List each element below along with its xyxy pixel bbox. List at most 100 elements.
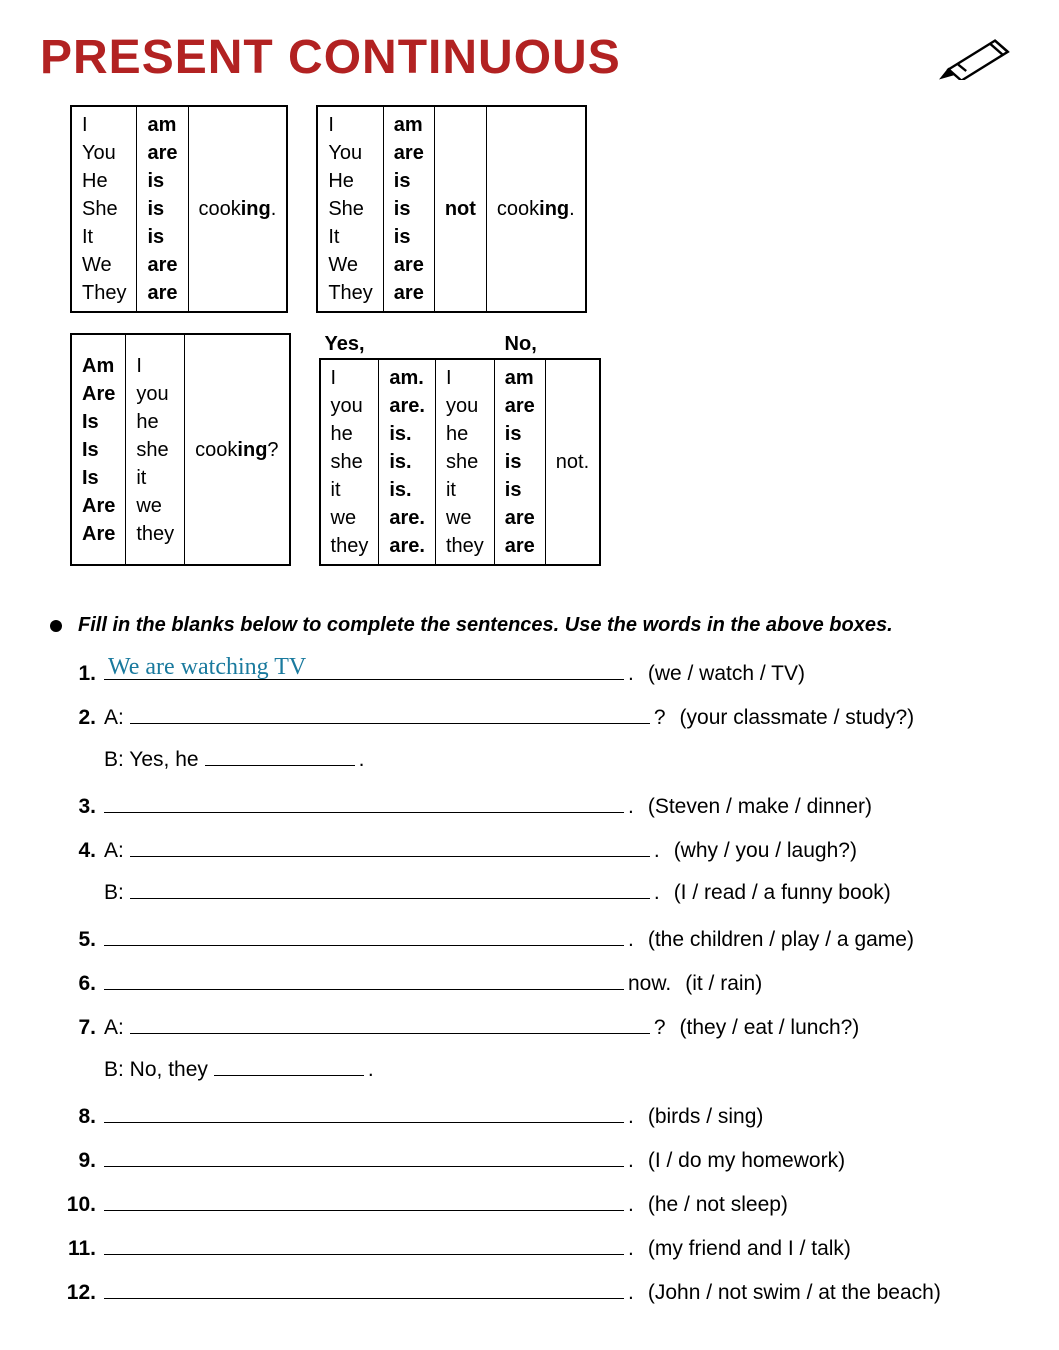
punct: ? xyxy=(267,439,278,461)
exercise-hint: (my friend and I / talk) xyxy=(648,1237,851,1261)
line-prefix: A: xyxy=(104,839,124,863)
blank-input[interactable] xyxy=(104,1188,624,1211)
not-col: not. xyxy=(545,359,600,565)
line-suffix: . xyxy=(359,748,365,772)
blank-input[interactable] xyxy=(130,876,650,899)
verb-suffix: ing xyxy=(237,439,267,461)
exercise-hint: (I / read / a funny book) xyxy=(674,881,891,905)
blank-input[interactable] xyxy=(104,923,624,946)
exercise-hint: (I / do my homework) xyxy=(648,1149,845,1173)
exercise-item: 9..(I / do my homework) xyxy=(60,1144,1019,1174)
be-verbs-col: am are is is is are are xyxy=(383,106,434,312)
exercise-item: 12..(John / not swim / at the beach) xyxy=(60,1276,1019,1306)
exercise-number: 8. xyxy=(60,1105,96,1129)
exercise-body: .(he / not sleep) xyxy=(104,1188,1019,1217)
exercise-item: 6. now. (it / rain) xyxy=(60,967,1019,997)
header: PRESENT CONTINUOUS xyxy=(40,30,1019,85)
verb-suffix: ing xyxy=(539,198,569,220)
affirmative-table: I You He She It We They am are is is is … xyxy=(70,105,288,313)
exercise-item: 11..(my friend and I / talk) xyxy=(60,1232,1019,1262)
line-suffix: . xyxy=(628,662,634,686)
exercise-number: 2. xyxy=(60,706,96,730)
line-suffix: ? xyxy=(654,706,666,730)
exercise-subline: B: No, they . xyxy=(104,1053,1019,1082)
verb-col: cooking? xyxy=(185,334,290,565)
exercise-subline: B:. (I / read / a funny book) xyxy=(104,876,1019,905)
punct: . xyxy=(569,198,575,220)
exercise-hint: (the children / play / a game) xyxy=(648,928,914,952)
blank-input[interactable] xyxy=(130,701,650,724)
line-suffix: . xyxy=(628,1149,634,1173)
exercise-number: 4. xyxy=(60,839,96,863)
exercise-item: 1. We are watching TV. (we / watch / TV) xyxy=(60,657,1019,687)
exercise-hint: (it / rain) xyxy=(685,972,762,996)
exercise-body: .(my friend and I / talk) xyxy=(104,1232,1019,1261)
exercise-body: .(Steven / make / dinner) xyxy=(104,790,1019,819)
verb-stem: cook xyxy=(195,439,237,461)
exercise-hint: (birds / sing) xyxy=(648,1105,764,1129)
be-verbs-col: Am Are Is Is Is Are Are xyxy=(71,334,126,565)
exercise-number: 1. xyxy=(60,662,96,686)
line-prefix: B: Yes, he xyxy=(104,748,199,772)
line-suffix: now. xyxy=(628,972,671,996)
exercise-body: We are watching TV. (we / watch / TV) xyxy=(104,657,1019,686)
blank-input[interactable] xyxy=(104,1100,624,1123)
exercise-hint: (we / watch / TV) xyxy=(648,662,805,686)
line-prefix: B: xyxy=(104,881,124,905)
exercise-hint: (your classmate / study?) xyxy=(680,706,915,730)
exercise-body: . (John / not swim / at the beach) xyxy=(104,1276,1019,1305)
page-title: PRESENT CONTINUOUS xyxy=(40,30,621,85)
blank-input[interactable] xyxy=(104,967,624,990)
verb-stem: cook xyxy=(199,198,241,220)
instruction-row: Fill in the blanks below to complete the… xyxy=(50,614,1019,637)
pronouns-col: I You He She It We They xyxy=(317,106,383,312)
exercise-number: 6. xyxy=(60,972,96,996)
line-suffix: . xyxy=(628,1193,634,1217)
blank-input[interactable] xyxy=(104,1232,624,1255)
short-answers-block: Yes, No, I you he she it we they am. are… xyxy=(319,333,602,566)
line-prefix: A: xyxy=(104,706,124,730)
blank-input[interactable] xyxy=(214,1053,364,1076)
exercise-number: 10. xyxy=(60,1193,96,1217)
line-suffix: . xyxy=(628,1281,634,1305)
yes-pronouns: I you he she it we they xyxy=(320,359,379,565)
exercise-body: . (the children / play / a game) xyxy=(104,923,1019,952)
blank-input[interactable] xyxy=(205,743,355,766)
question-table: Am Are Is Is Is Are Are I you he she it … xyxy=(70,333,291,566)
blank-input[interactable]: We are watching TV xyxy=(104,657,624,680)
written-answer: We are watching TV xyxy=(108,654,306,681)
verb-col: cooking. xyxy=(486,106,585,312)
line-suffix: ? xyxy=(654,1016,666,1040)
line-suffix: . xyxy=(628,928,634,952)
line-suffix: . xyxy=(654,839,660,863)
exercise-body: A:.(why / you / laugh?) xyxy=(104,834,1019,863)
exercise-hint: (John / not swim / at the beach) xyxy=(648,1281,941,1305)
exercise-body: A:? (your classmate / study?) xyxy=(104,701,1019,730)
exercise-item: 7.A:?(they / eat / lunch?) xyxy=(60,1011,1019,1041)
blank-input[interactable] xyxy=(130,1011,650,1034)
exercise-hint: (they / eat / lunch?) xyxy=(680,1016,860,1040)
exercise-number: 5. xyxy=(60,928,96,952)
bullet-icon xyxy=(50,620,62,632)
exercise-hint: (Steven / make / dinner) xyxy=(648,795,872,819)
grammar-tables: I You He She It We They am are is is is … xyxy=(40,105,1019,596)
short-answers-table: I you he she it we they am. are. is. is.… xyxy=(319,358,602,566)
line-suffix: . xyxy=(368,1058,374,1082)
exercise-number: 7. xyxy=(60,1016,96,1040)
instruction-text: Fill in the blanks below to complete the… xyxy=(78,614,893,637)
blank-input[interactable] xyxy=(104,790,624,813)
blank-input[interactable] xyxy=(104,1276,624,1299)
negative-table: I You He She It We They am are is is is … xyxy=(316,105,586,313)
blank-input[interactable] xyxy=(130,834,650,857)
blank-input[interactable] xyxy=(104,1144,624,1167)
line-prefix: B: No, they xyxy=(104,1058,208,1082)
no-pronouns: I you he she it we they xyxy=(435,359,494,565)
exercise-item: 10. .(he / not sleep) xyxy=(60,1188,1019,1218)
exercise-subline: B: Yes, he . xyxy=(104,743,1019,772)
yes-label: Yes, xyxy=(319,333,499,356)
line-suffix: . xyxy=(654,881,660,905)
no-verbs: am are is is is are are xyxy=(494,359,545,565)
exercise-list: 1. We are watching TV. (we / watch / TV) 2.… xyxy=(40,657,1019,1306)
exercise-body: now. (it / rain) xyxy=(104,967,1019,996)
verb-col: cooking. xyxy=(188,106,287,312)
